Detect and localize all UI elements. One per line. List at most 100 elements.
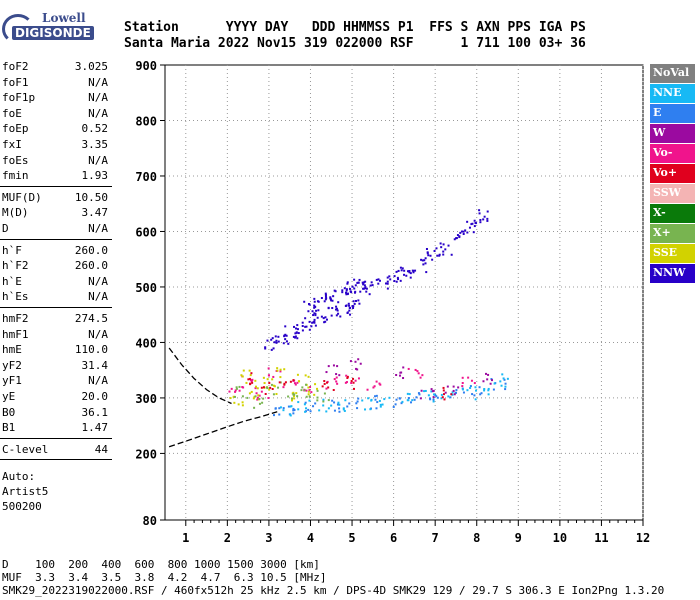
echo-point-nnw	[468, 226, 471, 229]
echo-point-nnw	[397, 278, 400, 281]
echo-point-vo	[372, 386, 375, 389]
echo-point-nnw	[295, 331, 298, 334]
footer: D 100 200 400 600 800 1000 1500 3000 [km…	[2, 558, 664, 597]
echo-point-nnw	[479, 218, 482, 221]
param-value: 260.0	[74, 259, 108, 273]
echo-point-x	[327, 399, 330, 402]
echo-point-nne	[289, 414, 292, 417]
echo-point-nnw	[354, 290, 357, 293]
echo-point-x	[272, 393, 275, 396]
x-tick-label: 2	[224, 531, 231, 545]
echo-point-nnw	[284, 325, 287, 328]
echo-point-sse	[242, 369, 245, 372]
echo-point-nnw	[350, 291, 353, 294]
echo-point-vo	[344, 381, 347, 384]
echo-point-w	[446, 385, 449, 388]
echo-point-nnw	[320, 315, 323, 318]
echo-point-w	[332, 364, 335, 367]
echo-point-nnw	[401, 267, 404, 270]
echo-point-nnw	[482, 218, 485, 221]
echo-point-vo	[350, 380, 353, 383]
echo-point-nne	[504, 385, 507, 388]
echo-point-w	[335, 373, 338, 376]
echo-point-nnw	[323, 321, 326, 324]
echo-point-e	[478, 386, 481, 389]
x-tick-label: 11	[594, 531, 608, 545]
echo-point-nnw	[330, 299, 333, 302]
echo-point-e	[375, 394, 378, 397]
echo-point-e	[309, 410, 312, 413]
echo-point-x	[316, 389, 319, 392]
echo-point-nne	[370, 399, 373, 402]
echo-point-nne	[451, 393, 454, 396]
x-tick-label: 1	[182, 531, 189, 545]
echo-point-vo	[442, 389, 445, 392]
echo-point-nne	[432, 400, 435, 403]
param-value: 36.1	[81, 405, 109, 419]
echo-point-nnw	[358, 302, 361, 305]
echo-point-x	[308, 395, 311, 398]
param-row: foF1 N/A	[2, 76, 108, 91]
param-name: h`F	[2, 243, 22, 257]
echo-point-nnw	[311, 321, 314, 324]
echo-point-nne	[440, 393, 443, 396]
echo-point-nnw	[473, 225, 476, 228]
echo-point-e	[455, 389, 458, 392]
echo-point-nnw	[377, 282, 380, 285]
param-value: N/A	[88, 327, 108, 341]
echo-point-nnw	[464, 229, 467, 232]
echo-point-nnw	[348, 309, 351, 312]
echo-point-nnw	[370, 281, 373, 284]
echo-point-vo	[333, 378, 336, 381]
echo-point-x	[253, 406, 256, 409]
echo-point-nnw	[331, 307, 334, 310]
param-name: fxI	[2, 138, 22, 151]
echo-point-nnw	[368, 293, 371, 296]
echo-point-nnw	[440, 246, 443, 249]
param-value: 1.93	[81, 169, 109, 183]
echo-point-nnw	[355, 299, 358, 302]
echo-point-e	[400, 402, 403, 405]
echo-point-nne	[483, 388, 486, 391]
echo-point-nnw	[471, 222, 474, 225]
param-value: 3.025	[74, 60, 108, 73]
echo-point-sse	[229, 397, 232, 400]
echo-point-vo	[268, 381, 271, 384]
echo-point-sse	[256, 387, 259, 390]
echo-point-nne	[305, 407, 308, 410]
echo-point-e	[503, 378, 506, 381]
echo-point-x	[316, 396, 319, 399]
echo-point-nnw	[324, 293, 327, 296]
echo-point-nne	[325, 410, 328, 413]
echo-point-x	[323, 392, 326, 395]
echo-point-nnw	[408, 271, 411, 274]
echo-point-nnw	[386, 276, 389, 279]
echo-point-vo	[414, 368, 417, 371]
echo-point-e	[356, 400, 359, 403]
echo-point-nnw	[345, 289, 348, 292]
echo-point-sse	[241, 404, 244, 407]
param-row: yF1 N/A	[2, 374, 108, 389]
echo-point-sse	[272, 384, 275, 387]
echo-point-nnw	[361, 281, 364, 284]
echo-point-nnw	[313, 304, 316, 307]
echo-point-vo	[267, 374, 270, 377]
param-value: N/A	[88, 222, 108, 235]
echo-point-nnw	[354, 284, 357, 287]
echo-point-nne	[487, 393, 490, 396]
echo-point-vo	[346, 377, 349, 380]
echo-point-x	[266, 387, 269, 390]
echo-point-x	[291, 397, 294, 400]
param-separator	[0, 238, 112, 240]
echo-point-e	[395, 398, 398, 401]
param-row: MUF(D) 10.50	[2, 191, 108, 206]
echo-point-e	[356, 407, 359, 410]
echo-point-w	[325, 371, 328, 374]
echo-point-nnw	[347, 292, 350, 295]
param-value: 10.50	[74, 190, 108, 204]
echo-point-e	[471, 393, 474, 396]
footer-muf-row: MUF 3.3 3.4 3.5 3.8 4.2 4.7 6.3 10.5 [MH…	[2, 571, 327, 584]
echo-point-nnw	[384, 282, 387, 285]
echo-point-vo	[254, 387, 257, 390]
echo-point-nnw	[429, 254, 432, 257]
